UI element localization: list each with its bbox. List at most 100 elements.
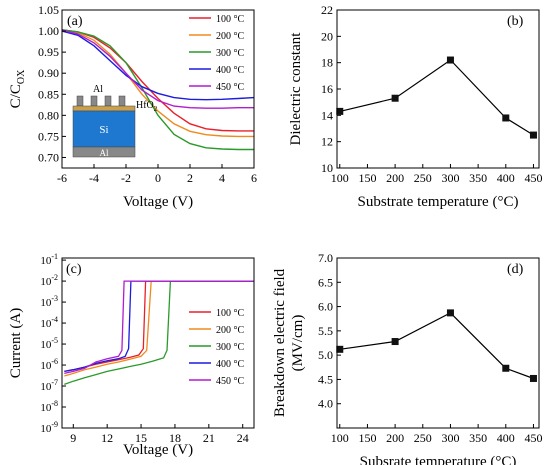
chart-c-legend-label: 450 °C [216,376,244,387]
chart-d-x-tick-label: 250 [414,431,432,445]
chart-a-x-tick-label: -2 [121,171,131,185]
chart-a-y-tick-label: 0.90 [38,66,59,80]
inset-al-bottom [72,146,136,158]
chart-b-y-axis-label: Dielectric constant [288,32,304,146]
chart-d-y-tick-label: 7.0 [318,251,333,265]
chart-c: 9 12 15 18 21 24 10-9 10-8 10-7 10-6 10-5 10-4 10-3 1… [8,252,255,458]
inset-label-al-top: Al [93,84,103,95]
chart-a-y-tick-label: 0.70 [38,150,59,164]
chart-c-x-tick-label: 12 [101,431,113,445]
chart-b-x-tick-label: 300 [441,171,459,185]
inset-label-hfo2: HfO2 [136,100,158,113]
chart-c-y-tick-label: 10-4 [40,315,58,330]
chart-a-x-tick-label: 4 [219,171,225,185]
chart-d-point [446,309,454,317]
chart-c-y-tick-label: 10-7 [40,378,58,393]
chart-b-panel-label: (b) [507,14,524,29]
chart-d-y-tick-label: 5.0 [318,348,333,362]
inset-hfo2-layer [72,105,136,112]
chart-b-x-tick-label: 150 [358,171,376,185]
chart-c-y-tick-label: 10-3 [40,294,58,309]
chart-b-x-axis-label: Substrate temperature (°C) [358,194,519,210]
chart-c-y-tick-label: 10-2 [40,273,58,288]
chart-a-series-line [61,29,254,109]
chart-c-x-tick-label: 18 [169,431,181,445]
chart-c-x-axis-label: Voltage (V) [123,442,193,458]
inset-al-electrode-1 [76,95,84,107]
chart-c-y-tick-label: 10-6 [40,357,58,372]
chart-a-series-line [61,30,255,101]
chart-d-x-tick-label: 400 [497,431,515,445]
chart-a-series-layer [61,29,255,151]
chart-c-series-line [64,280,254,373]
chart-a-legend-label: 450 °C [216,82,244,93]
chart-b-point [391,94,399,102]
chart-b-point [336,107,344,115]
chart-c-x-tick-label: 15 [135,431,147,445]
chart-b-x-tick-label: 250 [414,171,432,185]
chart-b-point [446,56,454,64]
chart-b-y-tick-label: 22 [321,3,333,17]
chart-a-x-tick-label: 6 [251,171,257,185]
chart-b-y-tick-label: 12 [321,135,333,149]
chart-a-legend-label: 100 °C [216,14,244,25]
chart-b-y-tick-label: 18 [321,56,333,70]
chart-d-x-tick-label: 300 [441,431,459,445]
inset-label-al-bottom: Al [100,148,109,158]
chart-b-series-line [339,59,534,136]
chart-a-x-tick-label: -6 [57,171,67,185]
chart-a-y-tick-label: 1.05 [38,3,59,17]
chart-b-y-tick-label: 10 [321,161,333,175]
chart-d-x-tick-label: 450 [524,431,542,445]
chart-a-series-line [61,29,254,151]
chart-c-legend-label: 200 °C [216,325,244,336]
chart-b-x-tick-label: 350 [469,171,487,185]
chart-c-y-tick-label: 10-5 [40,336,58,351]
chart-c-series-line [64,280,254,386]
chart-b-y-tick-label: 20 [321,29,333,43]
chart-a-y-tick-label: 0.80 [38,108,59,122]
chart-b-x-tick-label: 200 [386,171,404,185]
chart-d-point [391,338,399,346]
chart-d-y-axis-unit: (MV/cm) [290,315,306,372]
chart-c-panel-label: (c) [66,262,82,277]
chart-c-legend-label: 100 °C [216,308,244,319]
chart-d-panel-label: (d) [507,262,524,277]
chart-d-point [336,345,344,353]
chart-c-legend-label: 300 °C [216,342,244,353]
chart-c-y-tick-label: 10-8 [40,399,58,414]
chart-a: Al HfO2 Si Al -6 -4 -2 0 2 4 6 0.70 0.75 0.80 0.85… [8,3,257,210]
chart-a-y-tick-label: 0.95 [38,45,59,59]
chart-d: 100 150 200 250 300 350 400 450 4.0 4.5 5.0 5.5 6.0 6… [272,251,542,465]
inset-al-electrode-3 [104,95,112,107]
chart-c-plot-frame [61,257,255,429]
chart-a-x-tick-label: 0 [155,171,161,185]
chart-d-point [502,364,510,372]
chart-a-x-tick-label: -4 [89,171,99,185]
chart-d-y-tick-label: 6.0 [318,300,333,314]
inset-al-electrode-4 [118,95,126,107]
chart-d-y-tick-label: 4.5 [318,372,333,386]
chart-c-legend-label: 400 °C [216,359,244,370]
chart-c-x-tick-label: 21 [203,431,215,445]
chart-d-x-tick-label: 100 [331,431,349,445]
chart-d-x-axis-label: Subsrate temperature (°C) [360,454,517,465]
chart-d-x-tick-label: 350 [469,431,487,445]
inset-al-electrode-2 [90,95,98,107]
inset-label-si: Si [99,124,108,136]
chart-c-x-tick-label: 24 [237,431,249,445]
chart-d-y-axis-label: Breakdown electric field [272,268,288,417]
chart-d-y-tick-label: 6.5 [318,275,333,289]
chart-a-series-line [61,29,254,138]
chart-a-legend-label: 400 °C [216,65,244,76]
chart-a-x-tick-label: 2 [187,171,193,185]
chart-c-y-tick-label: 10-1 [40,252,58,267]
chart-d-x-tick-label: 150 [358,431,376,445]
chart-c-series-line [64,280,254,375]
chart-d-x-tick-label: 200 [386,431,404,445]
chart-d-plot-frame [336,257,540,429]
chart-c-y-axis-label: Current (A) [8,308,24,378]
chart-a-y-tick-label: 0.75 [38,129,59,143]
chart-a-series-line [61,29,254,132]
